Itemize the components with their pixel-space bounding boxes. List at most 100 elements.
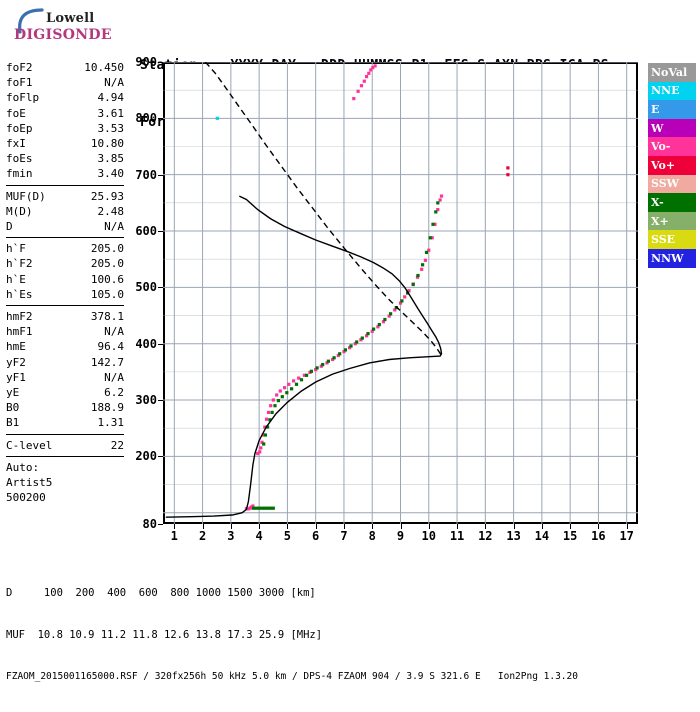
param-row-he: h`E 100.6 bbox=[6, 272, 124, 287]
x-tick-10: 10 bbox=[421, 529, 436, 543]
auto-line-0: Auto: bbox=[6, 460, 40, 474]
param-row-clevel: C-level 22 bbox=[6, 438, 124, 453]
param-value: 188.9 bbox=[90, 401, 124, 415]
x-tick-5: 5 bbox=[283, 529, 292, 543]
param-row-hf2: h`F2 205.0 bbox=[6, 256, 124, 271]
legend-item-sse[interactable]: SSE bbox=[648, 230, 696, 249]
param-key: C-level bbox=[6, 438, 53, 452]
param-value: N/A bbox=[104, 76, 124, 90]
param-row-foes: foEs 3.85 bbox=[6, 151, 124, 166]
logo-digisonde-text: DIGISONDE bbox=[14, 27, 112, 43]
x-tick-9: 9 bbox=[396, 529, 405, 543]
x-tick-8: 8 bbox=[368, 529, 376, 543]
y-tickmark-400 bbox=[158, 343, 163, 345]
y-tickmark-800 bbox=[158, 118, 163, 120]
param-value: N/A bbox=[104, 220, 124, 234]
x-tickmark-6 bbox=[315, 524, 317, 529]
param-divider bbox=[6, 237, 124, 239]
x-tickmark-3 bbox=[230, 524, 232, 529]
param-value: 3.85 bbox=[97, 152, 125, 166]
legend-item-e[interactable]: E bbox=[648, 100, 696, 119]
footer-distance-row: D 100 200 400 600 800 1000 1500 3000 [km… bbox=[6, 587, 316, 599]
ionogram-page: Lowell DIGISONDE Station YYYY DAY DDD HH… bbox=[6, 8, 696, 682]
param-row-b1: B1 1.31 bbox=[6, 415, 124, 430]
legend-item-noval[interactable]: NoVal bbox=[648, 63, 696, 82]
param-key: hmE bbox=[6, 340, 26, 354]
parameter-table: foF2 10.450 foF1 N/A foFlp 4.94 foE 3.61 foEp 3.5… bbox=[6, 60, 124, 505]
param-divider bbox=[6, 184, 124, 186]
param-value: 6.2 bbox=[104, 386, 124, 400]
series-o-trace-vo- bbox=[244, 194, 444, 511]
param-row-md: M(D) 2.48 bbox=[6, 204, 124, 219]
param-key: M(D) bbox=[6, 204, 33, 218]
param-row-hf: h`F 205.0 bbox=[6, 241, 124, 256]
series-scatter-cluster-high- bbox=[352, 64, 377, 101]
x-tickmark-9 bbox=[400, 524, 402, 529]
legend-item-nnw[interactable]: NNW bbox=[648, 248, 696, 268]
x-tickmark-10 bbox=[428, 524, 430, 529]
param-row-hmf2: hmF2 378.1 bbox=[6, 309, 124, 324]
param-row-fmin: fmin 3.40 bbox=[6, 166, 124, 181]
y-tick-700: 700 bbox=[135, 167, 157, 182]
x-tickmark-11 bbox=[457, 524, 459, 529]
x-tickmark-7 bbox=[343, 524, 345, 529]
param-key: B0 bbox=[6, 401, 20, 415]
y-tickmark-300 bbox=[158, 400, 163, 402]
x-tick-16: 16 bbox=[591, 529, 606, 543]
param-value: 2.48 bbox=[97, 204, 125, 218]
x-tickmark-14 bbox=[541, 524, 543, 529]
legend-item-vo[interactable]: Vo- bbox=[648, 137, 696, 156]
param-row-d: D N/A bbox=[6, 219, 124, 234]
auto-line-2: 500200 bbox=[6, 491, 46, 505]
param-value: 105.0 bbox=[90, 287, 124, 301]
series-electron-density-profile-solid- bbox=[165, 287, 443, 518]
param-key: h`Es bbox=[6, 287, 33, 301]
legend-item-nne[interactable]: NNE bbox=[648, 81, 696, 101]
legend-item-vo[interactable]: Vo+ bbox=[648, 155, 696, 175]
param-value: 96.4 bbox=[97, 340, 125, 354]
plot-canvas bbox=[163, 62, 638, 524]
param-key: yF1 bbox=[6, 370, 26, 384]
param-row-b0: B0 188.9 bbox=[6, 400, 124, 415]
x-tickmark-16 bbox=[598, 524, 600, 529]
y-tickmark-500 bbox=[158, 287, 163, 289]
legend-item-x[interactable]: X- bbox=[648, 193, 696, 212]
param-row-foe: foE 3.61 bbox=[6, 106, 124, 121]
x-tick-15: 15 bbox=[562, 529, 578, 543]
x-tick-12: 12 bbox=[478, 529, 493, 543]
y-tick-300: 300 bbox=[135, 393, 157, 408]
x-tickmark-13 bbox=[513, 524, 515, 529]
param-value: 4.94 bbox=[97, 91, 125, 105]
arc-icon bbox=[18, 8, 44, 34]
param-divider bbox=[6, 455, 124, 457]
param-key: h`F2 bbox=[6, 257, 33, 271]
param-key: foE bbox=[6, 106, 26, 120]
legend-item-w[interactable]: W bbox=[648, 118, 696, 138]
y-tick-900: 900 bbox=[135, 55, 157, 69]
series-muf-true-height-dashed-curve bbox=[204, 62, 443, 357]
y-tick-600: 600 bbox=[135, 224, 157, 239]
param-key: foF2 bbox=[6, 61, 33, 74]
y-tickmark-80 bbox=[158, 524, 163, 525]
param-key: h`F bbox=[6, 242, 26, 256]
param-value: 205.0 bbox=[90, 242, 124, 256]
lowell-digisonde-logo: Lowell DIGISONDE bbox=[8, 8, 128, 50]
param-value: 378.1 bbox=[90, 310, 124, 324]
logo-lowell-text: Lowell bbox=[46, 11, 95, 26]
x-tickmark-8 bbox=[372, 524, 374, 529]
param-row-ye: yE 6.2 bbox=[6, 385, 124, 400]
param-row-hme: hmE 96.4 bbox=[6, 339, 124, 354]
legend-item-x[interactable]: X+ bbox=[648, 211, 696, 231]
footer-muf-row: MUF 10.8 10.9 11.2 11.8 12.6 13.8 17.3 2… bbox=[6, 629, 323, 641]
param-value: 22 bbox=[110, 438, 124, 452]
param-row-yf1: yF1 N/A bbox=[6, 370, 124, 385]
param-value: 10.450 bbox=[84, 61, 124, 74]
param-key: hmF2 bbox=[6, 310, 33, 324]
legend-item-ssw[interactable]: SSW bbox=[648, 174, 696, 194]
y-tickmark-700 bbox=[158, 174, 163, 176]
x-tick-2: 2 bbox=[198, 529, 207, 543]
auto-line-1: Artist5 bbox=[6, 476, 53, 490]
x-tickmark-4 bbox=[259, 524, 261, 529]
x-tickmark-12 bbox=[485, 524, 487, 529]
footer: D 100 200 400 600 800 1000 1500 3000 [km… bbox=[6, 558, 578, 712]
